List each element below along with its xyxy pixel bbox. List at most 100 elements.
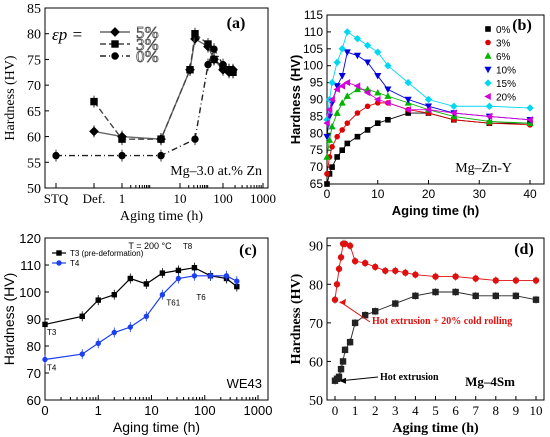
y-tick-label: 95	[310, 76, 324, 90]
y-tick-label: 120	[19, 231, 41, 246]
data-point	[191, 135, 199, 143]
data-point	[338, 99, 346, 106]
x-tick-label: 1	[95, 403, 102, 418]
x-tick-label: 100	[194, 403, 216, 418]
data-point	[512, 277, 520, 284]
data-point	[337, 254, 345, 261]
y-tick-label: 50	[309, 394, 323, 409]
data-point	[333, 58, 341, 67]
y-tick-label: 70	[27, 79, 41, 94]
data-point	[412, 271, 419, 278]
data-point	[404, 106, 412, 114]
data-point	[404, 96, 412, 104]
y-tick-label: 85	[310, 109, 324, 123]
x-axis-label: Aging time (h)	[392, 421, 479, 436]
panel-d: 50 60 70 80 90 0 1 2 3 4 5 6 7 8 9 10 Hardness (HV) Aging…	[289, 237, 545, 436]
data-point	[432, 288, 439, 296]
x-tick-label: 0	[41, 403, 48, 418]
data-point	[526, 116, 533, 124]
legend-label: 3%	[496, 39, 511, 50]
y-axis-label: Hardness (HV)	[3, 55, 18, 140]
x-tick-label: 7	[472, 403, 479, 418]
data-point	[374, 95, 381, 104]
legend-label: 3%	[136, 35, 159, 54]
x-tick-label: 1	[352, 403, 359, 418]
data-point	[328, 95, 335, 104]
data-point	[52, 151, 60, 160]
x-tick-label: 10	[144, 403, 158, 418]
x-tick-label: 10	[530, 403, 543, 418]
y-tick-label: 90	[27, 312, 41, 327]
data-point	[492, 277, 499, 284]
data-point	[363, 89, 371, 97]
data-point	[351, 257, 359, 265]
series-line	[56, 47, 234, 157]
data-point	[325, 136, 334, 143]
chart-title: T = 200 °C	[128, 241, 172, 251]
point-label: T6	[196, 293, 206, 302]
data-point	[424, 103, 433, 110]
y-tick-label: 85	[27, 2, 41, 17]
data-point	[157, 135, 165, 143]
data-point	[333, 281, 341, 288]
y-tick-label: 80	[310, 126, 324, 140]
data-point	[384, 99, 391, 107]
data-point	[385, 116, 391, 123]
data-point	[392, 300, 399, 307]
panel-label: (b)	[512, 17, 532, 34]
data-point	[384, 92, 392, 99]
data-point	[343, 49, 351, 56]
data-point	[364, 103, 371, 110]
data-point	[374, 73, 382, 80]
data-point	[343, 28, 351, 36]
data-point	[472, 292, 479, 300]
x-tick-label: 4	[412, 403, 419, 418]
data-point	[324, 171, 330, 177]
x-tick-label: Def.	[83, 191, 106, 206]
callout-arrow	[340, 376, 379, 382]
legend-label: 0%	[136, 47, 159, 66]
data-point	[338, 73, 346, 80]
data-point	[344, 140, 351, 147]
data-point	[492, 292, 499, 300]
data-point	[191, 30, 199, 38]
y-tick-label: 55	[27, 156, 41, 171]
data-point	[159, 292, 166, 298]
data-point	[472, 275, 479, 282]
annotation: Mg–4Sm	[465, 374, 515, 389]
data-point	[485, 112, 493, 120]
y-tick-label: 90	[309, 240, 323, 255]
data-point	[371, 308, 379, 315]
y-tick-label: 90	[310, 93, 324, 107]
point-label: T61	[166, 299, 180, 308]
legend-label: 0%	[496, 25, 511, 36]
data-point	[392, 267, 399, 274]
data-point	[175, 267, 182, 274]
data-point	[223, 273, 230, 279]
data-point	[111, 329, 117, 336]
data-point	[118, 135, 126, 143]
data-point	[204, 60, 212, 69]
data-point	[382, 267, 389, 274]
x-tick-label: 5	[432, 403, 439, 418]
data-point	[354, 110, 361, 116]
data-point	[89, 126, 99, 137]
data-point	[412, 292, 419, 300]
data-point	[42, 321, 48, 328]
data-point	[351, 319, 359, 327]
callout-arrowhead	[339, 298, 346, 305]
data-point	[159, 270, 166, 276]
legend-marker	[111, 40, 119, 48]
data-point	[364, 59, 372, 67]
data-point	[127, 324, 134, 330]
data-point	[328, 78, 336, 87]
x-tick-label: 10	[174, 191, 187, 206]
data-point	[329, 164, 335, 170]
legend-label: 6%	[496, 52, 511, 63]
callout-arrowhead	[339, 377, 346, 384]
data-point	[111, 291, 117, 298]
data-point	[157, 151, 165, 160]
callout-arrow	[339, 301, 371, 323]
